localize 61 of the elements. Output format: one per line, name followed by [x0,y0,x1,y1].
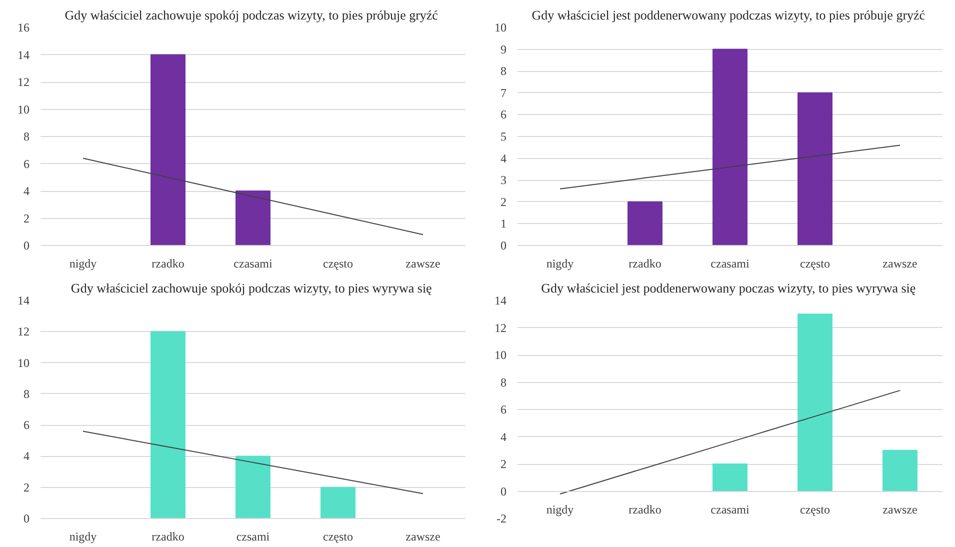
x-tick-label: zawsze [406,256,440,270]
y-tick-label: 10 [18,102,30,116]
chart-title: Gdy właściciel jest poddenerwowany podczas wizyty, to pies próbuje gryźć [532,8,926,22]
chart-title: Gdy właściciel jest poddenerwowany poczas wizyty, to pies wyrywa się [541,280,916,296]
y-tick-label: 6 [24,156,30,171]
x-tick-label: czasami [710,256,750,270]
x-tick-label: czasami [710,502,750,516]
y-tick-label: 2 [500,194,506,209]
y-tick-label: 14 [494,294,506,308]
chart-title: Gdy właściciel zachowuje spokój podczas wizyty, to pies wyrywa się [70,280,432,296]
y-tick-label: 4 [500,151,506,166]
y-tick-label: 6 [24,418,30,432]
x-tick-label: czsami [236,530,270,544]
y-tick-label: 0 [500,238,506,252]
x-tick-label: często [323,256,353,270]
y-tick-label: 0 [24,512,30,526]
y-tick-label: 12 [18,324,30,339]
x-tick-label: nigdy [546,256,574,270]
y-tick-label: 16 [18,20,30,34]
x-tick-label: często [323,530,353,544]
y-tick-label: 0 [500,484,506,498]
y-tick-label: 6 [500,402,506,416]
x-tick-label: często [800,256,830,270]
x-tick-label: rzadko [628,256,662,270]
y-tick-label: 10 [494,20,506,34]
y-tick-label: 4 [24,184,30,198]
x-tick-label: nigdy [69,530,97,544]
y-tick-label: 14 [18,48,30,62]
y-tick-label: 14 [18,294,30,308]
x-tick-label: nigdy [546,502,574,516]
y-tick-label: 5 [500,130,506,144]
x-tick-label: rzadko [152,530,184,544]
y-tick-label: 8 [500,64,506,78]
y-tick-label: 8 [24,386,30,401]
y-tick-label: 12 [18,75,30,89]
y-tick-label: 9 [500,42,506,56]
x-tick-label: nigdy [69,256,97,270]
y-tick-label: 0 [24,238,30,252]
y-tick-label: 8 [24,130,30,144]
y-tick-label: 10 [18,356,30,370]
x-tick-label: rzadko [628,502,662,516]
y-tick-label: 3 [500,173,506,188]
y-tick-label: 6 [500,108,506,122]
y-tick-label: 12 [494,320,506,335]
x-tick-label: rzadko [152,256,184,270]
y-tick-label: 4 [500,430,506,444]
y-tick-label: 2 [500,457,506,471]
y-tick-label: 8 [500,375,506,390]
y-tick-label: 2 [24,211,30,226]
y-tick-label: 10 [494,348,506,362]
y-tick-label: 4 [24,449,30,464]
y-tick-label: 1 [500,216,506,231]
y-tick-label: 2 [24,480,30,494]
y-tick-label: 7 [500,86,506,100]
chart-title: Gdy właściciel zachowuje spokój podczas wizyty, to pies próbuje gryźć [64,8,438,22]
y-tick-label: -2 [496,512,507,526]
x-tick-label: zawsze [882,256,918,270]
x-tick-label: często [800,502,830,516]
x-tick-label: czasami [234,256,273,270]
x-tick-label: zawsze [406,530,440,544]
x-tick-label: zawsze [882,502,918,516]
